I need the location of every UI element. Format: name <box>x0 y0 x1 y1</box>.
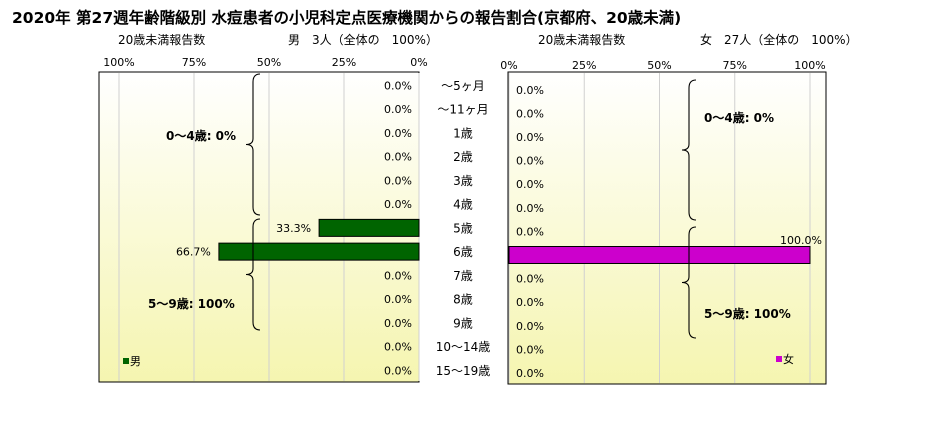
female-value-label: 0.0% <box>516 84 544 97</box>
male-value-label: 0.0% <box>384 341 412 354</box>
age-group-label: 3歳 <box>453 174 473 188</box>
age-group-label: 6歳 <box>453 245 473 259</box>
female-value-label: 100.0% <box>780 234 822 247</box>
male-value-label: 0.0% <box>384 127 412 140</box>
age-group-label: 2歳 <box>453 150 473 164</box>
age-group-label: 10～14歳 <box>436 340 491 354</box>
female-value-label: 0.0% <box>516 107 544 120</box>
male-value-label: 0.0% <box>384 293 412 306</box>
left-bracket-label: 0～4歳: 0% <box>166 128 236 143</box>
right-bracket-0-4 <box>681 79 697 221</box>
left-bracket-5-9 <box>245 218 261 331</box>
female-value-label: 0.0% <box>516 320 544 333</box>
left-tick-label: 100% <box>103 56 134 69</box>
right-tick-label: 50% <box>647 59 671 72</box>
age-group-label: ～11ヶ月 <box>437 103 488 117</box>
left-bracket-0-4 <box>245 73 261 216</box>
right-header: 20歳未満報告数 <box>538 32 625 47</box>
age-group-label: 9歳 <box>453 316 473 330</box>
male-value-label: 0.0% <box>384 151 412 164</box>
male-value-label: 66.7% <box>176 246 211 259</box>
male-value-label: 0.0% <box>384 364 412 377</box>
male-value-label: 0.0% <box>384 174 412 187</box>
male-value-label: 0.0% <box>384 79 412 92</box>
female-value-label: 0.0% <box>516 155 544 168</box>
right-bracket-label: 5～9歳: 100% <box>704 306 791 321</box>
left-tick-label: 75% <box>182 56 206 69</box>
male-value-label: 0.0% <box>384 269 412 282</box>
legend-female-swatch <box>776 356 782 362</box>
male-value-label: 33.3% <box>276 222 311 235</box>
left-header: 20歳未満報告数 <box>118 32 205 47</box>
legend-male-label: 男 <box>130 355 141 368</box>
age-group-label: ～5ヶ月 <box>441 79 485 93</box>
right-tick-label: 75% <box>723 59 747 72</box>
left-tick-label: 25% <box>332 56 356 69</box>
female-value-label: 0.0% <box>516 202 544 215</box>
age-group-label: 7歳 <box>453 269 473 283</box>
right-bracket-5-9 <box>681 226 697 339</box>
left-tick-label: 0% <box>410 56 427 69</box>
female-value-label: 0.0% <box>516 225 544 238</box>
chart-title: 2020年 第27週年齢階級別 水痘患者の小児科定点医療機関からの報告割合(京都… <box>12 8 681 27</box>
age-group-label: 1歳 <box>453 126 473 140</box>
female-value-label: 0.0% <box>516 367 544 380</box>
right-tick-label: 25% <box>572 59 596 72</box>
age-group-label: 4歳 <box>453 198 473 212</box>
male-bar <box>218 242 420 261</box>
female-value-label: 0.0% <box>516 273 544 286</box>
left-summary: 男 3人（全体の 100%） <box>288 32 438 47</box>
male-value-label: 0.0% <box>384 198 412 211</box>
legend-male-swatch <box>123 358 129 364</box>
male-value-label: 0.0% <box>384 103 412 116</box>
right-plot-area <box>507 71 827 385</box>
female-bar <box>508 246 811 264</box>
legend-female-label: 女 <box>783 352 794 366</box>
female-value-label: 0.0% <box>516 131 544 144</box>
right-tick-label: 0% <box>500 59 517 72</box>
left-bracket-label: 5～9歳: 100% <box>148 296 235 311</box>
age-group-label: 5歳 <box>453 221 473 235</box>
age-group-label: 8歳 <box>453 293 473 307</box>
female-value-label: 0.0% <box>516 296 544 309</box>
right-tick-label: 100% <box>794 59 825 72</box>
age-group-label: 15～19歳 <box>436 364 491 378</box>
male-value-label: 0.0% <box>384 317 412 330</box>
right-summary: 女 27人（全体の 100%） <box>700 32 858 47</box>
female-value-label: 0.0% <box>516 343 544 356</box>
male-bar <box>318 218 420 237</box>
right-bracket-label: 0～4歳: 0% <box>704 110 774 125</box>
left-tick-label: 50% <box>257 56 281 69</box>
female-value-label: 0.0% <box>516 178 544 191</box>
